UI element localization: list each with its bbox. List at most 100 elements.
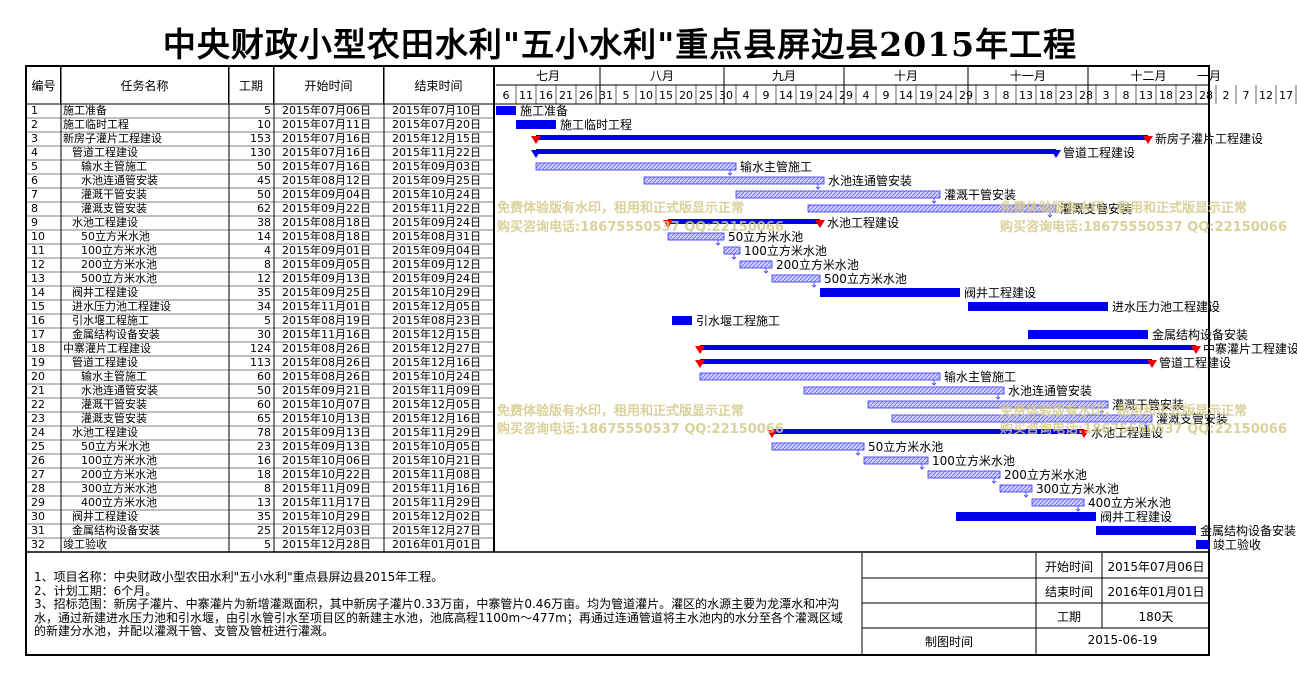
task-id: 21 <box>31 384 45 397</box>
task-id: 17 <box>31 328 45 341</box>
task-start: 2015年11月17日 <box>282 496 371 509</box>
task-end: 2015年12月05日 <box>392 300 481 313</box>
day-tick-label: 7 <box>1243 89 1250 102</box>
task-start: 2015年10月29日 <box>282 510 371 523</box>
task-duration: 60 <box>257 370 271 383</box>
task-name: 200立方米水池 <box>81 258 157 271</box>
task-duration: 10 <box>257 118 271 131</box>
task-id: 24 <box>31 426 45 439</box>
task-id: 4 <box>31 146 38 159</box>
task-end: 2015年11月22日 <box>392 202 481 215</box>
task-end: 2015年11月08日 <box>392 468 481 481</box>
watermark-line1-right: 免费体验版有水印，租用和正式版显示正常 <box>1000 201 1248 216</box>
task-end: 2015年07月10日 <box>392 104 481 117</box>
task-duration: 45 <box>257 174 271 187</box>
task-id: 5 <box>31 160 38 173</box>
task-duration: 16 <box>257 454 271 467</box>
task-end: 2015年11月22日 <box>392 146 481 159</box>
task-start: 2015年08月12日 <box>282 174 371 187</box>
task-id: 29 <box>31 496 45 509</box>
note-2: 2、计划工期：6个月。 <box>34 583 158 598</box>
task-start: 2015年11月16日 <box>282 328 371 341</box>
task-start: 2015年10月07日 <box>282 398 371 411</box>
task-name: 进水压力池工程建设 <box>72 300 171 313</box>
task-name: 100立方米水池 <box>81 454 157 467</box>
task-duration: 23 <box>257 440 271 453</box>
task-end: 2015年09月25日 <box>392 174 481 187</box>
task-duration: 30 <box>257 328 271 341</box>
task-id: 10 <box>31 230 45 243</box>
task-name: 200立方米水池 <box>81 468 157 481</box>
task-end: 2015年11月29日 <box>392 426 481 439</box>
col-header-end: 结束时间 <box>384 67 494 104</box>
task-name: 施工准备 <box>63 104 107 117</box>
task-name: 金属结构设备安装 <box>72 328 160 341</box>
task-name: 金属结构设备安装 <box>72 524 160 537</box>
watermark-line2-lower: 购买咨询电话:18675550537 QQ:22150066 <box>497 422 784 437</box>
task-start: 2015年08月26日 <box>282 356 371 369</box>
day-tick-label: 2 <box>1223 89 1230 102</box>
col-header-name: 任务名称 <box>61 67 229 104</box>
task-start: 2015年09月25日 <box>282 286 371 299</box>
task-end: 2015年08月23日 <box>392 314 481 327</box>
summary-duration-value: 180天 <box>1138 610 1174 624</box>
task-id: 30 <box>31 510 45 523</box>
page-title: 中央财政小型农田水利"五小水利"重点县屏边县2015年工程 <box>162 25 1078 64</box>
task-end: 2015年10月29日 <box>392 286 481 299</box>
watermark-line2-lower-right: 购买咨询电话:18675550537 QQ:22150066 <box>1000 422 1287 437</box>
task-duration: 4 <box>264 244 271 257</box>
task-end: 2015年09月24日 <box>392 216 481 229</box>
task-start: 2015年09月04日 <box>282 188 371 201</box>
summary-start-value: 2015年07月06日 <box>1107 560 1205 574</box>
task-start: 2015年09月01日 <box>282 244 371 257</box>
task-end: 2015年10月24日 <box>392 370 481 383</box>
task-id: 11 <box>31 244 45 257</box>
task-start: 2015年07月11日 <box>282 118 371 131</box>
task-duration: 50 <box>257 160 271 173</box>
task-start: 2015年08月26日 <box>282 342 371 355</box>
task-name: 施工临时工程 <box>63 118 129 131</box>
watermark-line1-lower: 免费体验版有水印，租用和正式版显示正常 <box>497 404 745 419</box>
task-id: 9 <box>31 216 38 229</box>
task-end: 2015年11月29日 <box>392 496 481 509</box>
task-duration: 14 <box>257 230 271 243</box>
task-duration: 8 <box>264 258 271 271</box>
task-duration: 153 <box>250 132 271 145</box>
task-start: 2015年10月13日 <box>282 412 371 425</box>
task-end: 2015年11月09日 <box>392 384 481 397</box>
task-end: 2015年12月16日 <box>392 412 481 425</box>
task-id: 16 <box>31 314 45 327</box>
task-duration: 5 <box>264 104 271 117</box>
task-name: 灌溉干管安装 <box>81 398 147 411</box>
task-end: 2015年10月24日 <box>392 188 481 201</box>
task-start: 2015年11月01日 <box>282 300 371 313</box>
task-duration: 8 <box>264 482 271 495</box>
task-name: 阀井工程建设 <box>72 510 138 523</box>
task-id: 22 <box>31 398 45 411</box>
task-id: 19 <box>31 356 45 369</box>
task-end: 2015年11月16日 <box>392 482 481 495</box>
task-duration: 50 <box>257 188 271 201</box>
task-start: 2015年12月03日 <box>282 524 371 537</box>
task-name: 管道工程建设 <box>72 356 138 369</box>
task-end: 2015年09月03日 <box>392 160 481 173</box>
task-name: 水池工程建设 <box>72 426 138 439</box>
task-name: 阀井工程建设 <box>72 286 138 299</box>
task-start: 2015年09月13日 <box>282 272 371 285</box>
task-start: 2015年08月18日 <box>282 230 371 243</box>
task-name: 输水主管施工 <box>81 160 147 173</box>
task-name: 500立方米水池 <box>81 272 157 285</box>
task-id: 25 <box>31 440 45 453</box>
project-notes: 1、项目名称：中央财政小型农田水利"五小水利"重点县屏边县2015年工程。 2、… <box>34 570 854 639</box>
task-name: 管道工程建设 <box>72 146 138 159</box>
task-start: 2015年07月16日 <box>282 160 371 173</box>
task-end: 2015年12月27日 <box>392 524 481 537</box>
task-duration: 38 <box>257 216 271 229</box>
task-id: 6 <box>31 174 38 187</box>
watermark-line1-lower-right: 免费体验版有水印，租用和正式版显示正常 <box>1000 404 1248 419</box>
task-name: 新房子灌片工程建设 <box>63 132 162 145</box>
task-start: 2015年08月26日 <box>282 370 371 383</box>
task-duration: 50 <box>257 384 271 397</box>
task-bar-label: 金属结构设备安装 <box>1200 523 1296 538</box>
task-name: 灌溉支管安装 <box>81 412 147 425</box>
